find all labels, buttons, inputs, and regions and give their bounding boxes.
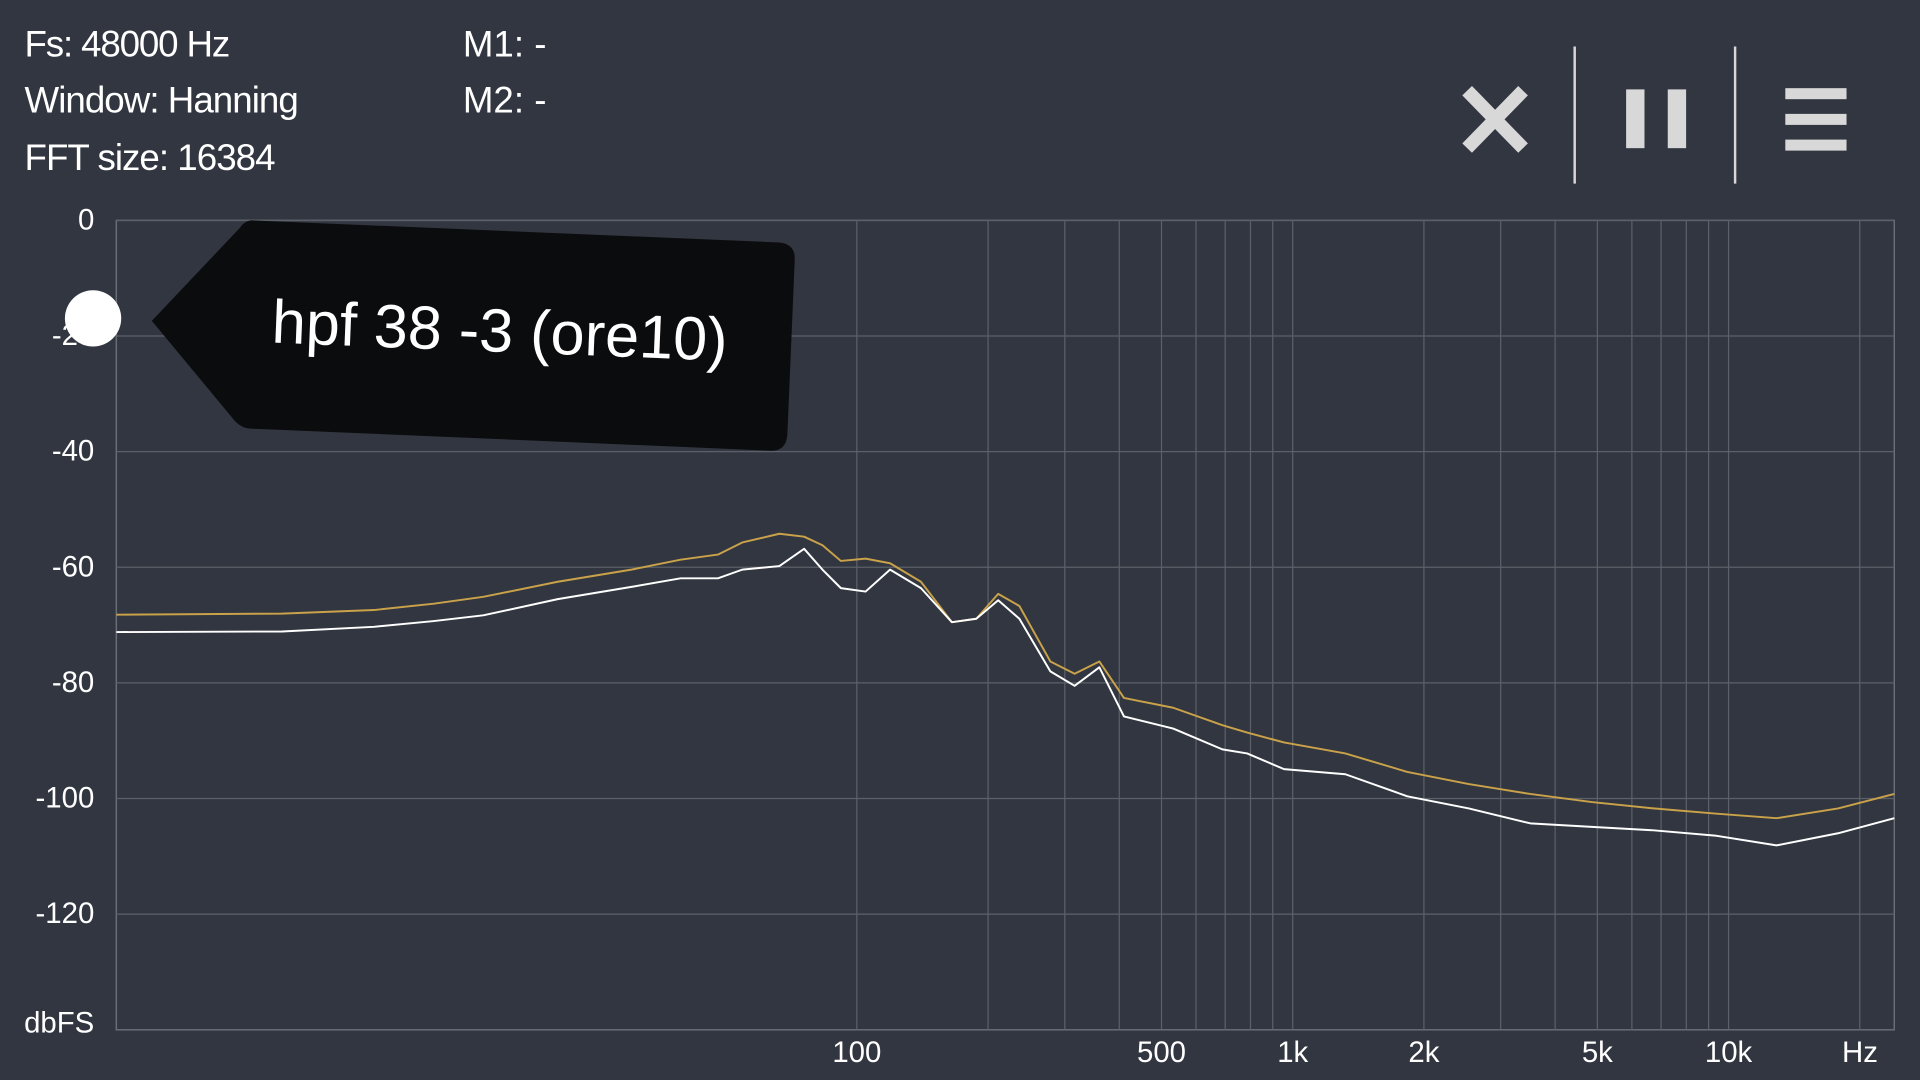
y-tick-label: -100 — [35, 782, 94, 815]
marker-line: M1: - — [463, 23, 547, 64]
y-tick-label: -40 — [52, 435, 94, 468]
info-line: Fs: 48000 Hz — [24, 23, 230, 64]
y-axis-label: dbFS — [24, 1007, 94, 1040]
y-tick-label: -80 — [52, 666, 94, 699]
marker-line: M2: - — [463, 80, 547, 121]
x-tick-label: 5k — [1582, 1036, 1613, 1069]
x-tick-label: 500 — [1137, 1036, 1186, 1069]
y-tick-label: -120 — [35, 897, 94, 930]
info-line: Window: Hanning — [24, 80, 298, 121]
info-line: FFT size: 16384 — [24, 137, 275, 178]
spectrum-line — [116, 532, 1895, 820]
x-tick-label: 1k — [1277, 1036, 1308, 1069]
y-tick-label: 0 — [78, 203, 94, 236]
y-tick-label: -60 — [52, 550, 94, 583]
menu-button[interactable] — [1785, 88, 1847, 151]
tooltip-shape — [151, 220, 795, 451]
trace-handle[interactable] — [64, 290, 122, 347]
close-button[interactable] — [1462, 85, 1528, 153]
x-tick-label: 100 — [832, 1036, 881, 1069]
x-tick-label: 2k — [1408, 1036, 1439, 1069]
spectrum-line — [116, 547, 1895, 847]
pause-button[interactable] — [1626, 89, 1687, 149]
x-axis-label: Hz — [1842, 1036, 1878, 1069]
x-tick-label: 10k — [1705, 1036, 1753, 1069]
trace-tooltip[interactable]: hpf 38 -3 (ore10) — [151, 220, 795, 451]
plot: 0-20-40-60-80-100-120dbFS1005001k2k5k10k… — [24, 203, 1895, 1069]
